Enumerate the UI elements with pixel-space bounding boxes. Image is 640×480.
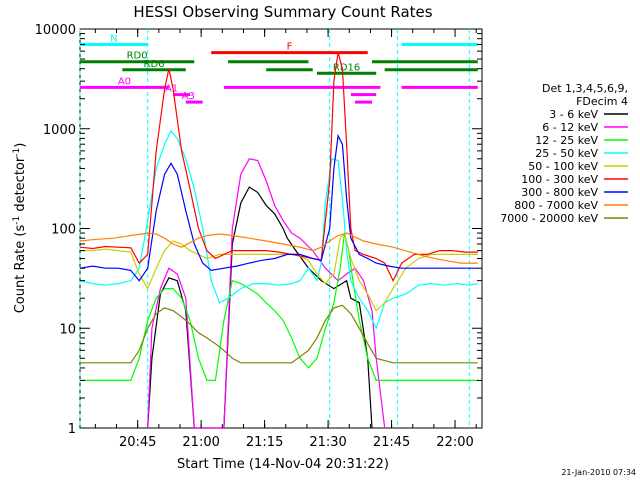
y-tick-label-2: 100 (51, 223, 76, 238)
x-tick-label-0: 20:45 (119, 435, 156, 450)
x-tick-label-3: 21:30 (309, 435, 346, 450)
legend-label-0: 3 - 6 keV (549, 108, 598, 121)
series-line-0 (147, 186, 373, 429)
x-axis-label: Start Time (14-Nov-04 20:31:22) (177, 457, 389, 472)
flag-label-rd0: RD0 (127, 51, 148, 62)
legend-label-6: 300 - 800 keV (521, 186, 598, 199)
legend-label-2: 12 - 25 keV (535, 134, 598, 147)
series-line-7 (79, 232, 478, 264)
legend-label-1: 6 - 12 keV (542, 121, 598, 134)
x-tick-label-2: 21:15 (246, 435, 283, 450)
chart-title: HESSI Observing Summary Count Rates (133, 3, 432, 21)
x-axis-ticks: 20:45 21:00 21:15 21:30 21:45 22:00 (94, 29, 477, 450)
y-axis-label: Count Rate (s-1 detector-1) (12, 143, 28, 314)
flag-label-f: F (287, 42, 293, 53)
legend-header-line-1: Det 1,3,4,5,6,9, (542, 82, 628, 95)
series-line-3 (79, 129, 478, 330)
flag-label-rd6: RD6 (144, 59, 165, 70)
x-tick-label-1: 21:00 (182, 435, 219, 450)
flag-label-rd16: RD16 (333, 62, 360, 73)
flag-label-a0: A0 (118, 76, 131, 87)
y-tick-label-0: 1 (68, 422, 76, 437)
x-tick-label-5: 22:00 (436, 435, 473, 450)
y-axis-ticks: 1 10 100 1000 10000 (35, 23, 482, 437)
series-line-1 (147, 158, 386, 429)
footer-timestamp: 21-Jan-2010 07:34 (561, 468, 636, 477)
series-line-2 (80, 232, 478, 381)
legend-label-8: 7000 - 20000 keV (500, 212, 598, 225)
legend-header-line-2: FDecim 4 (576, 95, 628, 108)
y-tick-label-1: 10 (59, 322, 76, 337)
flag-label-a3: A3 (182, 91, 195, 102)
flag-label-n: N (110, 33, 117, 44)
vertical-marker-lines (79, 29, 470, 428)
legend-label-4: 50 - 100 keV (528, 160, 598, 173)
x-tick-label-4: 21:45 (373, 435, 410, 450)
series-line-4 (80, 231, 478, 312)
legend-label-7: 800 - 7000 keV (514, 199, 598, 212)
legend-label-5: 100 - 300 keV (521, 173, 598, 186)
y-tick-label-4: 10000 (35, 23, 76, 38)
series-line-6 (79, 133, 478, 282)
series-lines (79, 52, 478, 429)
series-line-5 (79, 52, 478, 283)
legend-label-3: 25 - 50 keV (535, 147, 598, 160)
flag-label-a1: A1 (165, 84, 178, 95)
y-tick-label-3: 1000 (43, 123, 76, 138)
series-line-8 (80, 304, 478, 364)
